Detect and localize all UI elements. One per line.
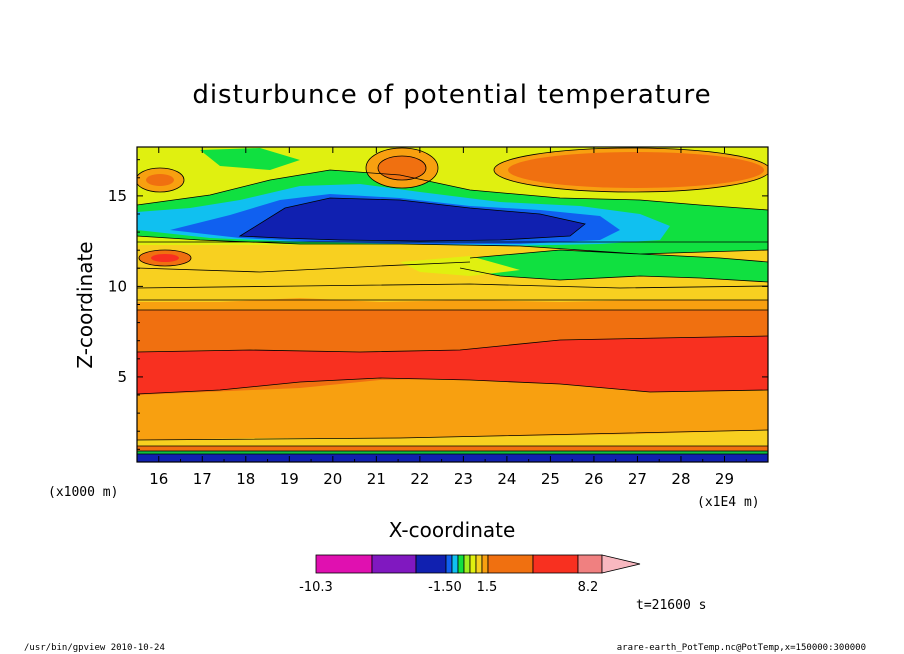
x-tick-label-16: 16 [149, 470, 168, 488]
x-tick-label-27: 27 [628, 470, 647, 488]
contour-cell-mid-left-red [151, 254, 179, 262]
colorbar-segment-11 [532, 554, 579, 574]
x-tick-label-24: 24 [497, 470, 516, 488]
contour-band-ground-green [137, 451, 768, 454]
contour-band-yellowgreen [400, 256, 520, 276]
contour-band-upper-green-left [200, 148, 300, 170]
colorbar-mid-label-1: -1.50 [428, 580, 462, 595]
contour-line-cell-3 [377, 155, 427, 181]
x-tick-label-19: 19 [280, 470, 299, 488]
contour-band-blue [240, 198, 585, 241]
contour-band-red [137, 336, 768, 394]
colorbar-segment-1 [371, 554, 417, 574]
chart-title: disturbunce of potential temperature [192, 80, 711, 110]
x-tick-label-29: 29 [715, 470, 734, 488]
contour-cell-upper-right-red [508, 152, 764, 188]
colorbar-segment-10 [487, 554, 534, 574]
contour-line-cell-4 [137, 167, 185, 193]
contour-band-green-mid [460, 250, 768, 282]
contour-lines [137, 169, 768, 455]
time-label: t=21600 s [636, 598, 706, 613]
x-unit-left: (x1000 m) [48, 485, 118, 500]
x-tick-label-18: 18 [236, 470, 255, 488]
y-axis-label: Z-coordinate [73, 241, 97, 368]
colorbar-segment-9 [481, 554, 489, 574]
y-tick-label-15: 15 [108, 187, 127, 205]
colorbar-segment-4 [451, 554, 459, 574]
colorbar [315, 554, 641, 574]
contour-line-cell-2 [365, 147, 439, 189]
x-tick-label-17: 17 [193, 470, 212, 488]
colorbar-arrow [601, 554, 641, 574]
x-tick-label-28: 28 [671, 470, 690, 488]
y-axis-ticks: 5 10 15 [108, 159, 768, 450]
colorbar-segment-8 [475, 554, 483, 574]
colorbar-mid-label-2: 1.5 [477, 580, 498, 595]
colorbar-segment-12 [577, 554, 603, 574]
contour-band-ground-blue [137, 454, 768, 462]
colorbar-segment-7 [469, 554, 477, 574]
colorbar-segment-2 [415, 554, 447, 574]
colorbar-min-label: -10.3 [299, 580, 333, 595]
x-tick-label-23: 23 [454, 470, 473, 488]
contour-band-lower-light [137, 430, 768, 448]
x-tick-label-20: 20 [323, 470, 342, 488]
x-unit-right: (x1E4 m) [697, 495, 760, 510]
x-tick-label-26: 26 [584, 470, 603, 488]
contour-band-ground-orange [137, 446, 768, 451]
colorbar-segment-3 [445, 554, 453, 574]
footer-right: arare-earth_PotTemp.nc@PotTemp,x=150000:… [617, 643, 866, 653]
x-tick-label-25: 25 [541, 470, 560, 488]
colorbar-max-label: 8.2 [578, 580, 599, 595]
x-tick-label-22: 22 [410, 470, 429, 488]
plot-area [137, 147, 768, 462]
contour-line-cell-1 [493, 147, 768, 193]
colorbar-segment-0 [315, 554, 373, 574]
x-tick-label-21: 21 [367, 470, 386, 488]
contour-cell-upper-left-red [146, 174, 174, 186]
y-tick-label-5: 5 [117, 368, 127, 386]
colorbar-segment-6 [463, 554, 471, 574]
contour-line-cell-5 [138, 249, 192, 267]
footer-left: /usr/bin/gpview 2010-10-24 [24, 643, 165, 653]
y-tick-label-10: 10 [108, 277, 127, 295]
x-axis-ticks: 16 17 18 19 20 21 22 23 24 25 26 27 28 29 [149, 147, 747, 488]
x-axis-label: X-coordinate [389, 518, 516, 542]
colorbar-segment-5 [457, 554, 465, 574]
